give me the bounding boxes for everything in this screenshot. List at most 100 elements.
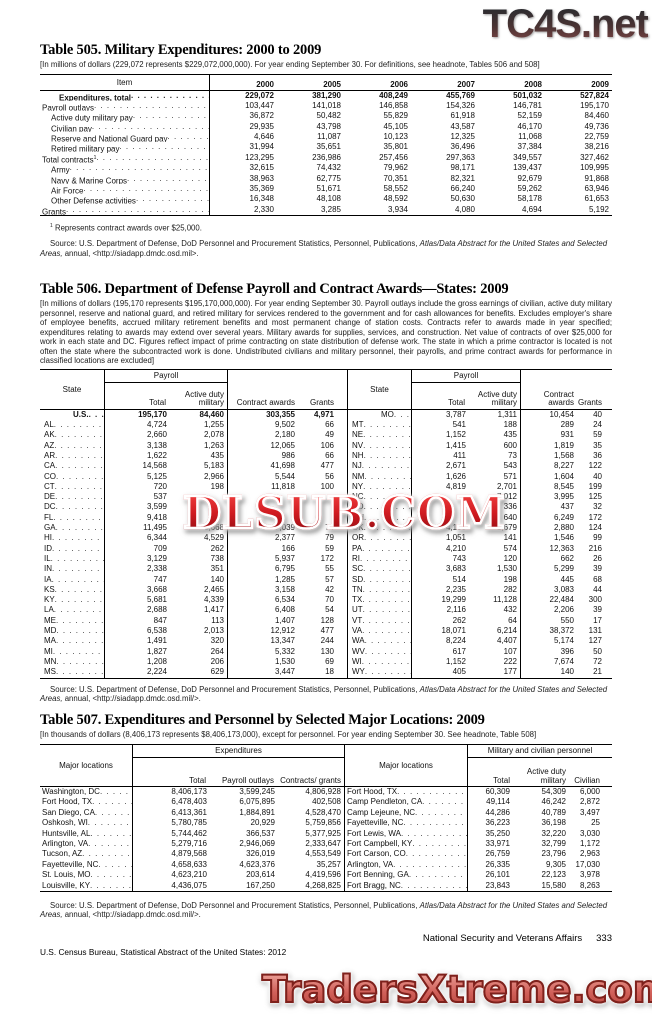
civilian-cell: 25 (591, 818, 600, 828)
payroll-outlays-cell: 20,929 (250, 818, 275, 828)
row-label-cell: Navy & Marine Corps (40, 173, 210, 185)
grants-cell: 130 (320, 646, 334, 656)
table-row: IN 2,338 351 6,795 55 SC 3,683 1,530 5,2… (40, 564, 612, 575)
row-label: Active duty military pay (51, 113, 133, 122)
grants-cell: 244 (320, 636, 334, 646)
payroll-total-cell: 2,224 (104, 667, 170, 678)
column-header-major-locations: Major locations (379, 761, 433, 770)
cell-2005: 43,798 (316, 121, 341, 131)
table-row: Huntsville, AL 5,744,462 366,537 5,377,9… (40, 828, 612, 839)
active-duty-cell: 600 (469, 440, 521, 451)
contracts-grants-cell: 5,377,925 (278, 828, 345, 839)
state-cell: NV (347, 440, 411, 451)
row-label-cell: Army (40, 163, 210, 174)
contract-awards-cell: 1,604 (553, 471, 574, 481)
location-cell: Fort Lewis, WA (345, 829, 467, 839)
table-row: ID 709 262 166 59 PA 4,210 574 12,363 21… (40, 543, 612, 554)
grants-cell: 68 (593, 574, 602, 584)
active-duty-cell: 4,339 (170, 595, 228, 606)
cell-2006: 79,962 (383, 163, 408, 173)
contract-awards-cell: 303,355 (266, 409, 295, 419)
cell-2005: 62,775 (316, 173, 341, 183)
table-row: Louisville, KY 4,436,075 167,250 4,268,8… (40, 880, 612, 891)
row-label: Navy & Marine Corps (51, 176, 128, 185)
location-cell: Fort Campbell, KY (345, 839, 467, 849)
payroll-total-cell: 3,787 (411, 409, 469, 421)
civilian-cell: 2,963 (579, 849, 600, 859)
cell-2009: 63,946 (584, 184, 609, 194)
row-label: Retired military pay (51, 145, 120, 153)
contract-awards-cell: 9,502 (274, 420, 295, 430)
active-duty-cell: 262 (170, 543, 228, 554)
state-cell: DC (40, 502, 104, 512)
table-row: Navy & Marine Corps 38,963 62,775 70,351… (40, 173, 612, 185)
active-duty-cell: 1,417 (170, 605, 228, 616)
dot-leader (360, 554, 411, 564)
payroll-total-cell: 617 (411, 646, 469, 657)
state-cell: IL (40, 554, 104, 564)
cell-2005: 236,986 (312, 152, 341, 162)
cell-2005: 381,290 (312, 90, 341, 100)
active-duty-cell: 1,679 (469, 523, 521, 534)
state-cell: MA (40, 636, 104, 646)
state-cell: OK (347, 523, 411, 534)
active-duty-cell: 40,789 (541, 807, 566, 817)
cell-2009: 527,824 (580, 90, 609, 100)
payroll-total-cell: 3,138 (104, 440, 170, 451)
payroll-total-cell: 3,683 (411, 564, 469, 575)
dot-leader (365, 647, 411, 657)
expenditures-total-cell: 4,879,568 (132, 849, 210, 860)
table-row: IL 3,129 738 5,937 172 RI 743 120 662 26 (40, 553, 612, 565)
contract-awards-cell: 11,818 (271, 481, 295, 491)
cell-2007: 61,918 (450, 111, 475, 121)
active-duty-cell: 432 (469, 605, 521, 616)
expenditures-total-cell: 5,744,462 (132, 828, 210, 839)
table-row: AZ 3,138 1,263 12,065 106 NV 1,415 600 1… (40, 440, 612, 451)
cell-2007: 50,630 (450, 194, 475, 204)
cell-2007: 66,240 (450, 184, 475, 194)
page-content: Table 505. Military Expenditures: 2000 t… (40, 43, 612, 957)
payroll-total-cell (411, 512, 469, 524)
dot-leader (55, 430, 104, 440)
payroll-total-cell: 2,338 (104, 564, 170, 575)
expenditures-total-cell: 5,279,716 (132, 838, 210, 850)
location-cell: Washington, DC (40, 787, 132, 797)
state-cell: MO (347, 409, 411, 421)
dot-leader (52, 575, 104, 585)
payroll-outlays-cell: 167,250 (246, 880, 275, 890)
year-headers: 2000 2005 2006 2007 2008 2009 (210, 75, 612, 90)
active-duty-cell: 107 (469, 646, 521, 657)
civilian-cell: 8,263 (579, 880, 600, 890)
active-duty-cell: 73 (469, 450, 521, 462)
grants-cell: 74 (298, 523, 347, 533)
cell-2006: 48,592 (383, 194, 408, 204)
grants-cell: 124 (588, 523, 602, 533)
payroll-total-cell: 537 (104, 492, 170, 503)
dot-leader (56, 626, 104, 636)
payroll-total-cell: 1,415 (411, 440, 469, 451)
location-cell: Tucson, AZ (40, 849, 132, 859)
payroll-group-left: Payroll Total Active duty military (104, 369, 228, 409)
active-duty-cell: 84,460 (170, 409, 228, 421)
grants-cell: 24 (593, 420, 602, 430)
column-header-year: 2005 (323, 79, 341, 89)
state-cell: DE (40, 492, 104, 502)
location-cell: Camp Lejeune, NC (345, 808, 467, 818)
column-header-active-duty: Active duty military (184, 389, 224, 408)
cell-2008: 139,437 (513, 163, 542, 173)
table-row: CA 14,568 5,183 41,698 477 NJ 2,671 543 … (40, 461, 612, 472)
dot-leader (53, 513, 104, 523)
dot-leader (422, 797, 467, 807)
table-506-title: Table 506. Department of Defense Payroll… (40, 281, 509, 298)
cell-2000: 36,872 (249, 111, 274, 121)
location-cell: Camp Pendleton, CA (345, 797, 467, 807)
table-row: Oshkosh, WI 5,780,785 20,929 5,759,856 F… (40, 818, 612, 829)
grants-cell: 4,971 (313, 409, 334, 419)
spanner-payroll: Payroll (412, 370, 520, 383)
active-duty-cell: 9,305 (545, 859, 566, 869)
cell-2008: 58,178 (517, 194, 542, 204)
dot-leader (362, 461, 411, 471)
dot-leader (168, 132, 209, 142)
column-header-contract-awards: Contract awards (543, 389, 574, 408)
state-cell: AR (40, 451, 104, 461)
